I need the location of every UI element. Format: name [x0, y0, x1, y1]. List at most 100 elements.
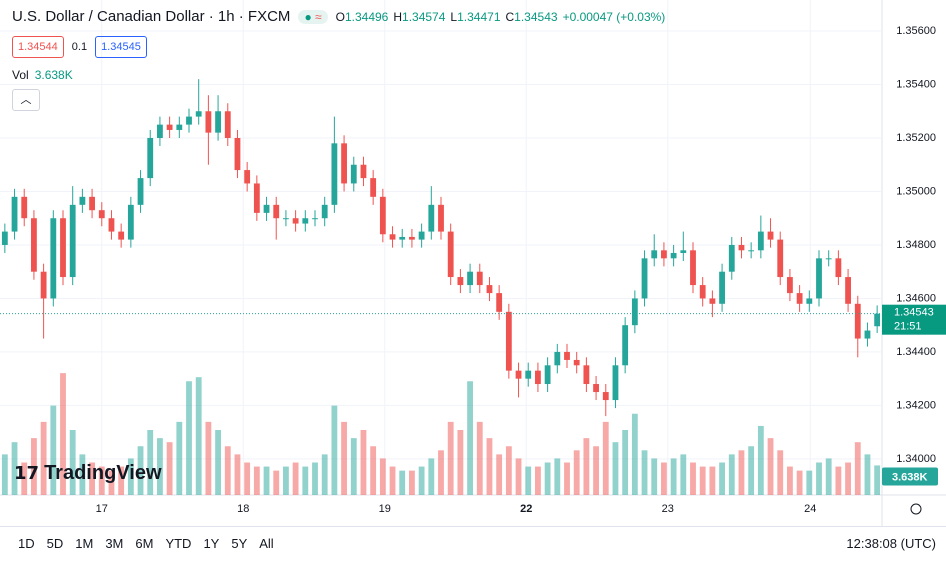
- candle-body: [593, 384, 599, 393]
- volume-bar: [166, 442, 173, 495]
- candle-body: [50, 218, 57, 299]
- symbol-title[interactable]: U.S. Dollar / Canadian Dollar · 1h · FXC…: [12, 8, 291, 25]
- volume-bar: [331, 405, 338, 495]
- ohlc-value: 1.34496: [344, 9, 389, 24]
- vol-label: Vol: [12, 68, 29, 82]
- volume-bar: [409, 470, 415, 495]
- volume-bar: [195, 377, 202, 495]
- candle-body: [428, 204, 435, 232]
- y-tick-label: 1.34600: [896, 292, 936, 304]
- range-button[interactable]: 1M: [75, 536, 94, 551]
- volume-bar: [854, 442, 861, 495]
- volume-bar: [1, 454, 8, 495]
- volume-bar: [525, 466, 532, 495]
- candle-body: [234, 137, 241, 171]
- candle-body: [864, 330, 871, 339]
- range-button[interactable]: 3M: [105, 536, 124, 551]
- volume-bar: [670, 458, 677, 495]
- ohlc-key: L: [450, 9, 458, 24]
- candle-body: [641, 258, 648, 299]
- volume-bar: [215, 430, 221, 495]
- candle-body: [554, 351, 561, 366]
- volume-bar: [69, 430, 76, 495]
- candle-body: [399, 236, 406, 240]
- volume-bar: [31, 438, 37, 495]
- y-tick-label: 1.34200: [896, 399, 936, 411]
- candle-body: [738, 244, 745, 251]
- volume-bar: [486, 438, 493, 495]
- volume-badge: [882, 467, 938, 486]
- volume-bar: [50, 405, 57, 495]
- volume-bar: [118, 466, 125, 495]
- volume-bar: [787, 466, 793, 495]
- volume-bar: [728, 454, 735, 495]
- volume-bar: [302, 466, 309, 495]
- candle-body: [699, 285, 706, 299]
- ohlc-item: H1.34574: [393, 10, 445, 24]
- candle-body: [854, 303, 861, 339]
- candle-body: [418, 231, 425, 240]
- volume-bar: [835, 466, 842, 495]
- settings-icon[interactable]: [910, 503, 922, 515]
- y-tick-label: 1.34400: [896, 346, 936, 358]
- volume-bar: [874, 465, 881, 495]
- volume-bar: [283, 466, 289, 495]
- bottom-toolbar: [0, 526, 946, 564]
- candle-body: [670, 252, 677, 259]
- volume-bar: [544, 462, 551, 495]
- range-button[interactable]: All: [259, 536, 274, 551]
- volume-bar: [738, 450, 745, 495]
- sell-button[interactable]: 1.34544: [12, 36, 64, 58]
- candle-body: [496, 293, 503, 312]
- candle-body: [205, 111, 212, 133]
- volume-bar: [554, 458, 561, 495]
- volume-bar: [157, 438, 163, 495]
- candle-body: [331, 143, 338, 205]
- range-button[interactable]: YTD: [165, 536, 192, 551]
- volume-bar: [690, 462, 696, 495]
- candle-body: [564, 351, 570, 360]
- ohlc-value: 1.34543: [514, 9, 558, 24]
- volume-bar: [680, 454, 687, 495]
- candle-body: [816, 258, 822, 299]
- candle-body: [370, 178, 377, 197]
- volume-bar: [796, 470, 803, 495]
- volume-bar: [127, 458, 134, 495]
- candle-body: [379, 196, 386, 235]
- range-button[interactable]: 6M: [135, 536, 154, 551]
- candle-body: [438, 204, 444, 232]
- candle-body: [728, 244, 735, 272]
- volume-bar: [263, 466, 270, 495]
- candle-body: [515, 370, 522, 379]
- volume-bar: [350, 438, 357, 495]
- range-button[interactable]: 5D: [46, 536, 64, 551]
- candle-body: [583, 365, 590, 385]
- ohlc-key: O: [335, 9, 345, 24]
- vol-value: 3.638K: [34, 68, 73, 82]
- candle-body: [1, 231, 8, 245]
- ohlc-item: +0.00047 (+0.03%): [563, 10, 666, 24]
- candle-body: [341, 143, 347, 184]
- candle-body: [186, 116, 192, 125]
- candle-body: [137, 178, 144, 205]
- candle-body: [60, 218, 66, 278]
- candle-body: [573, 359, 580, 366]
- candle-body: [98, 210, 105, 219]
- volume-bar: [641, 450, 648, 495]
- range-button[interactable]: 1Y: [203, 536, 220, 551]
- range-button[interactable]: 5Y: [231, 536, 248, 551]
- collapse-button[interactable]: ︿: [12, 89, 40, 111]
- volume-bar: [292, 462, 299, 495]
- buy-button[interactable]: 1.34545: [95, 36, 147, 58]
- volume-bar: [748, 446, 755, 495]
- volume-bar: [108, 470, 115, 495]
- candle-body: [651, 250, 658, 259]
- candle-body: [292, 218, 299, 224]
- ohlc-item: O1.34496: [336, 10, 389, 24]
- volume-bar: [573, 450, 580, 495]
- candle-body: [283, 218, 289, 220]
- range-button[interactable]: 1D: [18, 536, 35, 551]
- candle-body: [195, 111, 202, 117]
- volume-bar: [21, 462, 28, 495]
